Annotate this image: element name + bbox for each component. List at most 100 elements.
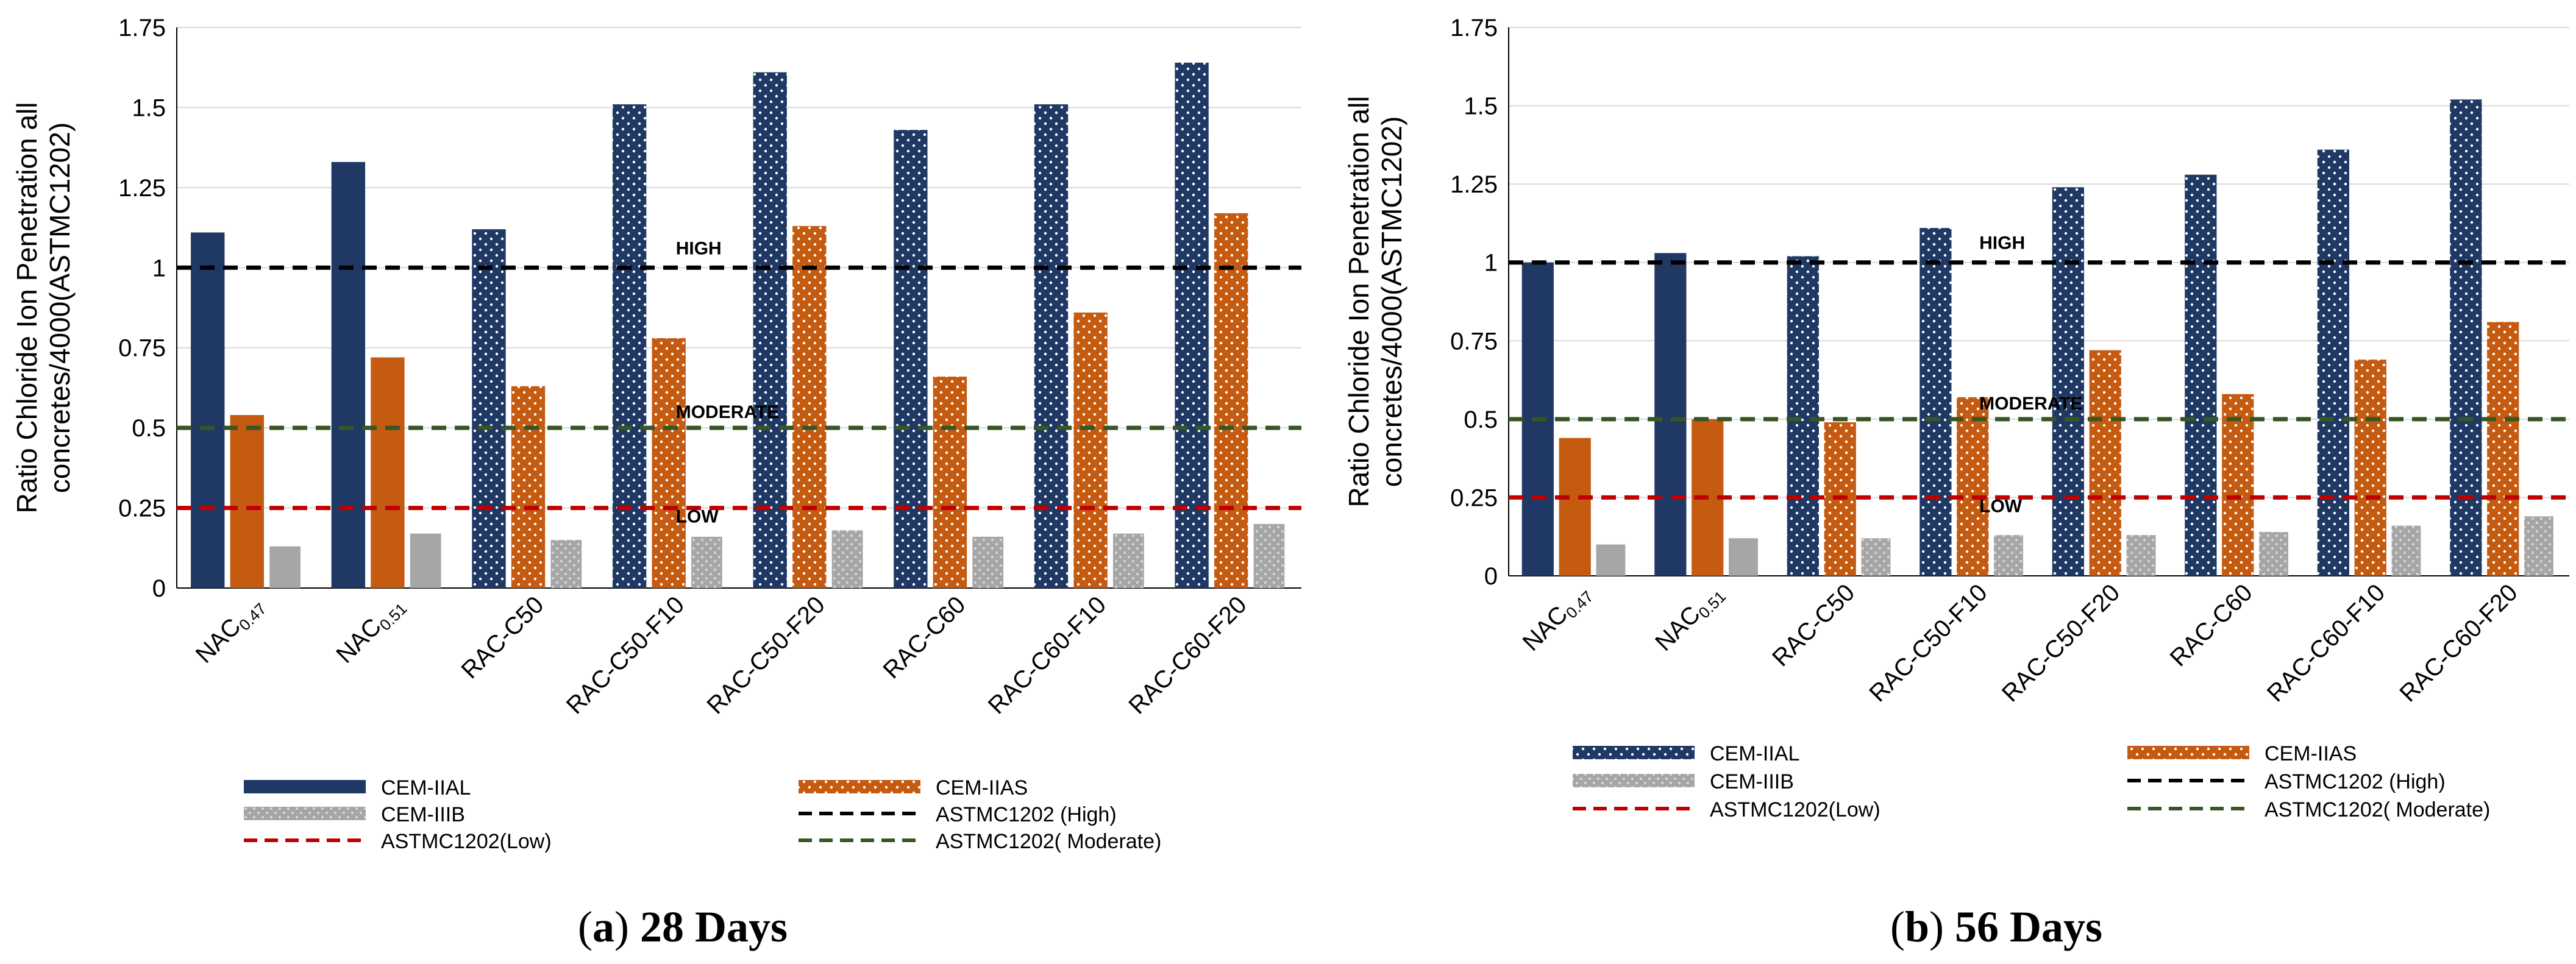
bar-cem-iial-2 [472, 229, 506, 588]
legend-swatch [2127, 746, 2249, 759]
bar-cem-iiib-3 [691, 536, 722, 588]
y-tick-label: 0 [1484, 563, 1498, 590]
caption-text: 28 Days [640, 902, 788, 951]
x-tick-label: RAC-C60-F20 [2394, 579, 2522, 707]
y-tick-label: 0.5 [132, 415, 166, 442]
bar-cem-iial-1 [331, 161, 366, 588]
bar-cem-iiib-1 [1729, 538, 1758, 576]
legend-swatch [1573, 774, 1695, 787]
bar-cem-iiib-4 [2126, 535, 2156, 576]
x-tick-base: RAC-C50 [1767, 579, 1860, 672]
legend-label: CEM-IIAS [2265, 742, 2357, 765]
chart-panel-b: 0 0.25 0.5 0.75 1 1.25 1.5 1.75 Ratio Chloride I… [1343, 15, 2569, 951]
y-tick-label: 0.75 [1450, 328, 1498, 355]
bar-cem-iial-4 [2052, 187, 2084, 576]
bar-cem-iial-5 [2185, 174, 2217, 576]
bar-cem-iias-4 [2089, 350, 2121, 576]
x-tick-label: RAC-C50 [456, 591, 549, 684]
x-tick-base: RAC-C60-F20 [2394, 579, 2522, 707]
caption-paren-open: ( [578, 902, 592, 951]
legend-entry-cem-iias: CEM-IIAS [799, 776, 1028, 799]
x-tick-label: RAC-C60-F10 [2262, 579, 2390, 707]
legend-entry-astmc1202-high: ASTMC1202 (High) [2127, 770, 2446, 793]
bar-cem-iial-7 [1175, 62, 1209, 589]
caption-paren-open: ( [1890, 902, 1905, 951]
bar-cem-iiib-6 [2391, 525, 2421, 576]
x-tick-base: RAC-C50-F20 [1997, 579, 2125, 707]
legend-label: ASTMC1202( Moderate) [936, 830, 1161, 853]
bar-cem-iias-0 [1559, 438, 1591, 576]
y-tick-label: 1.75 [1450, 15, 1498, 41]
bar-cem-iial-7 [2450, 99, 2482, 576]
x-tick-base: RAC-C60-F10 [2262, 579, 2390, 707]
y-tick-label: 0.25 [118, 495, 166, 522]
y-tick-label: 1.25 [118, 175, 166, 202]
legend-label: CEM-IIIB [1710, 770, 1794, 793]
bar-cem-iiib-7 [1253, 523, 1285, 588]
x-tick-label: NAC0.47 [1518, 579, 1597, 658]
caption-paren-close: ) [614, 902, 640, 951]
bar-cem-iial-6 [1034, 104, 1069, 588]
zone-label-high: HIGH [1979, 233, 2025, 253]
caption-letter: a [592, 902, 614, 951]
bar-cem-iial-5 [894, 130, 928, 588]
bar-cem-iias-6 [1073, 312, 1108, 588]
legend-label: ASTMC1202 (High) [2265, 770, 2446, 793]
y-tick-label: 1 [152, 255, 166, 282]
y-tick-label: 0.5 [1464, 406, 1498, 433]
x-tick-label: RAC-C50-F20 [702, 591, 830, 719]
x-tick-label: RAC-C60 [878, 591, 970, 684]
x-tick-base: RAC-C60 [2165, 579, 2258, 672]
legend-label: ASTMC1202(Low) [1710, 798, 1880, 821]
bar-cem-iias-7 [1214, 213, 1248, 588]
legend-swatch [244, 780, 366, 793]
bar-cem-iial-2 [1787, 256, 1819, 576]
y-tick-label: 1.5 [132, 94, 166, 121]
legend-entry-astmc1202-low: ASTMC1202(Low) [1573, 798, 1880, 821]
legend-entry-astmc1202-low: ASTMC1202(Low) [244, 830, 552, 853]
bar-cem-iial-3 [612, 104, 647, 588]
bar-cem-iias-1 [371, 357, 405, 588]
x-tick-base: RAC-C50-F10 [1864, 579, 1992, 707]
legend-swatch [799, 780, 920, 793]
x-tick-base: RAC-C50-F10 [561, 591, 689, 719]
legend-entry-cem-iias: CEM-IIAS [2127, 742, 2357, 765]
bar-cem-iiib-3 [1994, 535, 2023, 576]
x-tick-label: NAC0.51 [331, 591, 410, 670]
y-axis-label-line1: Ratio Chloride Ion Penetration all [1343, 96, 1375, 507]
legend-entry-astmc1202-moderate: ASTMC1202( Moderate) [2127, 798, 2490, 821]
zone-label-low: LOW [676, 507, 719, 527]
x-tick-label: RAC-C60-F20 [1123, 591, 1251, 719]
x-tick-base: RAC-C60-F10 [983, 591, 1111, 719]
caption-text: 56 Days [1955, 902, 2102, 951]
bar-cem-iias-5 [933, 377, 967, 588]
bar-cem-iias-0 [230, 415, 264, 588]
panel-caption: (a) 28 Days [578, 902, 788, 951]
caption-paren-close: ) [1929, 902, 1955, 951]
legend-label: ASTMC1202( Moderate) [2265, 798, 2490, 821]
legend-swatch [244, 807, 366, 820]
bar-cem-iiib-2 [550, 540, 582, 588]
bar-cem-iial-6 [2317, 149, 2349, 576]
x-tick-label: RAC-C50-F10 [1864, 579, 1992, 707]
legend-entry-cem-iial: CEM-IIAL [244, 776, 471, 799]
bar-cem-iiib-7 [2524, 516, 2553, 576]
legend-label: CEM-IIAL [1710, 742, 1799, 765]
legend-label: ASTMC1202(Low) [381, 830, 552, 853]
legend-entry-cem-iiib: CEM-IIIB [244, 803, 465, 826]
bar-cem-iiib-0 [269, 546, 301, 588]
y-tick-label: 1.75 [118, 15, 166, 41]
x-tick-label: RAC-C50-F10 [561, 591, 689, 719]
bar-cem-iiib-5 [972, 536, 1004, 588]
bar-cem-iiib-4 [831, 530, 863, 588]
legend-label: CEM-IIAS [936, 776, 1028, 799]
legend-entry-astmc1202-moderate: ASTMC1202( Moderate) [799, 830, 1161, 853]
bar-cem-iial-0 [191, 232, 225, 588]
bar-cem-iias-3 [652, 338, 686, 588]
legend-label: CEM-IIAL [381, 776, 471, 799]
zone-label-low: LOW [1979, 496, 2023, 516]
bar-cem-iial-1 [1654, 253, 1687, 576]
legend-entry-cem-iiib: CEM-IIIB [1573, 770, 1794, 793]
